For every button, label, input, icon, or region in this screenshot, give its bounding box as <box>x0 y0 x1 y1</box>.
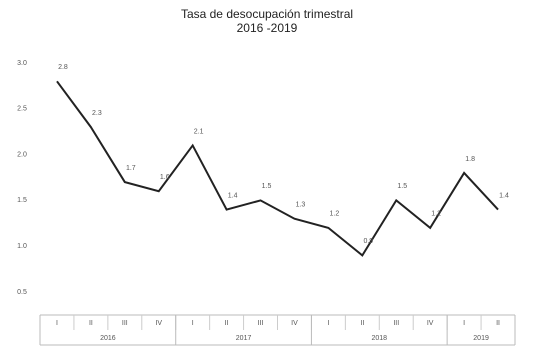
x-group-label: 2018 <box>371 335 387 342</box>
x-tick-label: II <box>496 320 500 327</box>
x-tick-label: IV <box>155 320 162 327</box>
x-tick-label: III <box>258 320 264 327</box>
x-tick-label: II <box>225 320 229 327</box>
x-group-label: 2017 <box>236 335 252 342</box>
data-label: 2.8 <box>58 64 68 71</box>
data-label: 0.9 <box>363 238 373 245</box>
y-tick-label: 1.0 <box>17 243 27 250</box>
x-tick-label: I <box>463 320 465 327</box>
data-line <box>56 80 499 257</box>
x-group-label: 2019 <box>473 335 489 342</box>
data-label: 1.2 <box>431 211 441 218</box>
data-label: 1.2 <box>330 211 340 218</box>
chart-title: Tasa de desocupación trimestral <box>181 7 353 21</box>
y-tick-label: 1.5 <box>17 197 27 204</box>
y-tick-label: 2.5 <box>17 106 27 113</box>
data-label: 1.8 <box>465 156 475 163</box>
y-tick-label: 3.0 <box>17 60 27 67</box>
x-tick-label: I <box>56 320 58 327</box>
x-tick-label: I <box>327 320 329 327</box>
data-label: 2.3 <box>92 110 102 117</box>
x-group-label: 2016 <box>100 335 116 342</box>
data-label: 1.4 <box>228 192 238 199</box>
data-label: 1.4 <box>499 192 509 199</box>
x-tick-label: IV <box>427 320 434 327</box>
x-tick-label: III <box>393 320 399 327</box>
y-tick-label: 2.0 <box>17 151 27 158</box>
x-tick-label: IV <box>291 320 298 327</box>
data-label: 1.3 <box>296 202 306 209</box>
data-label: 1.5 <box>262 183 272 190</box>
x-tick-label: I <box>192 320 194 327</box>
y-tick-label: 0.5 <box>17 289 27 296</box>
data-label: 1.6 <box>160 174 170 181</box>
chart-subtitle: 2016 -2019 <box>237 21 298 35</box>
data-label: 2.1 <box>194 128 204 135</box>
x-tick-label: II <box>89 320 93 327</box>
data-label: 1.5 <box>397 183 407 190</box>
data-label: 1.7 <box>126 165 136 172</box>
x-tick-label: III <box>122 320 128 327</box>
x-tick-label: II <box>360 320 364 327</box>
